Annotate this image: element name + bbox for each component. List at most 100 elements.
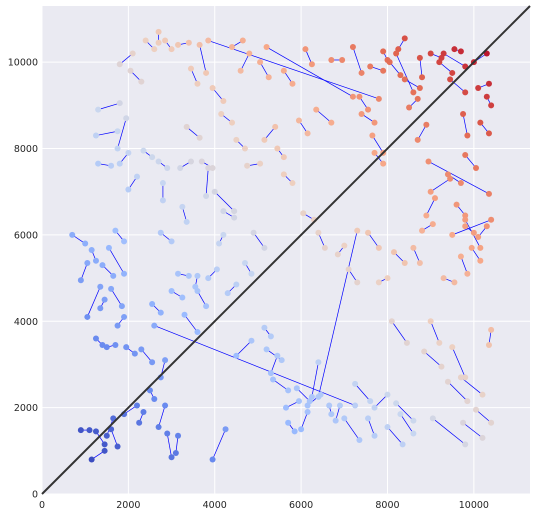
data-point [168, 454, 175, 461]
data-point [457, 180, 464, 187]
pair-link [318, 230, 358, 397]
data-point [477, 244, 484, 251]
data-point [114, 128, 121, 135]
data-point [416, 54, 423, 61]
data-point [222, 426, 229, 433]
data-point [289, 80, 296, 87]
data-point [159, 180, 166, 187]
data-point [274, 352, 281, 359]
data-point [356, 437, 363, 444]
pair-link [272, 379, 289, 391]
data-point [371, 149, 378, 156]
data-point [462, 151, 469, 158]
data-point [213, 266, 220, 273]
data-point [488, 326, 495, 333]
data-point [328, 119, 335, 126]
data-point [328, 411, 335, 418]
data-point [205, 37, 212, 44]
data-point [431, 195, 438, 202]
pair-link [87, 286, 101, 318]
data-point [375, 95, 382, 102]
data-point [125, 149, 132, 156]
data-point [114, 443, 121, 450]
pair-link [400, 413, 414, 434]
data-point [416, 85, 423, 92]
data-point [95, 160, 102, 167]
data-point [257, 160, 264, 167]
data-point [224, 290, 231, 297]
data-point [121, 270, 128, 277]
data-point [105, 244, 112, 251]
pair-link [344, 418, 360, 441]
data-point [416, 259, 423, 266]
data-point [438, 363, 445, 370]
data-point [244, 162, 251, 169]
data-point [157, 309, 164, 316]
pair-link [475, 409, 492, 424]
x-tick-label: 4000 [203, 500, 227, 511]
pair-link [316, 109, 332, 123]
pair-link [460, 256, 468, 274]
data-point [231, 214, 238, 221]
pair-link [240, 53, 250, 71]
data-point [365, 106, 372, 113]
data-point [401, 259, 408, 266]
data-point [241, 145, 248, 152]
pair-link [395, 403, 414, 421]
data-point [155, 424, 162, 431]
data-point [121, 313, 128, 320]
data-point [136, 419, 143, 426]
pair-link [266, 46, 354, 97]
data-point [280, 154, 287, 161]
data-point [101, 441, 108, 448]
data-point [380, 48, 387, 55]
y-tick-label: 2000 [14, 403, 38, 414]
data-point [172, 449, 179, 456]
data-point [134, 173, 141, 180]
data-point [237, 67, 244, 74]
data-point [358, 69, 365, 76]
data-point [92, 428, 99, 435]
data-point [315, 393, 322, 400]
data-point [185, 272, 192, 279]
data-point [257, 59, 264, 66]
data-point [267, 333, 274, 340]
data-point [241, 259, 248, 266]
data-point [203, 193, 210, 200]
data-point [375, 244, 382, 251]
data-point [356, 93, 363, 100]
data-point [138, 78, 145, 85]
data-point [315, 359, 322, 366]
pair-link [428, 161, 490, 195]
data-point [239, 37, 246, 44]
data-point [127, 67, 134, 74]
data-point [92, 257, 99, 264]
data-point [423, 121, 430, 128]
data-point [196, 134, 203, 141]
x-axis-ticks: 0 2000 4000 6000 8000 10000 [39, 500, 489, 511]
data-point [462, 89, 469, 96]
data-point [308, 61, 315, 68]
pair-link [449, 79, 466, 93]
pair-link [430, 178, 451, 192]
data-point [308, 393, 315, 400]
pair-link [166, 433, 172, 458]
data-point [485, 80, 492, 87]
data-point [149, 300, 156, 307]
data-point [92, 132, 99, 139]
data-point [162, 37, 169, 44]
data-point [203, 69, 210, 76]
data-point [393, 50, 400, 57]
pair-link [367, 418, 375, 436]
data-point [457, 48, 464, 55]
data-point [410, 430, 417, 437]
pair-link [426, 198, 436, 216]
data-point [280, 67, 287, 74]
data-point [444, 378, 451, 385]
data-point [168, 46, 175, 53]
pair-link [430, 321, 440, 343]
x-tick-label: 10000 [459, 500, 489, 511]
data-point [390, 249, 397, 256]
data-point [164, 164, 171, 171]
data-point [295, 117, 302, 124]
